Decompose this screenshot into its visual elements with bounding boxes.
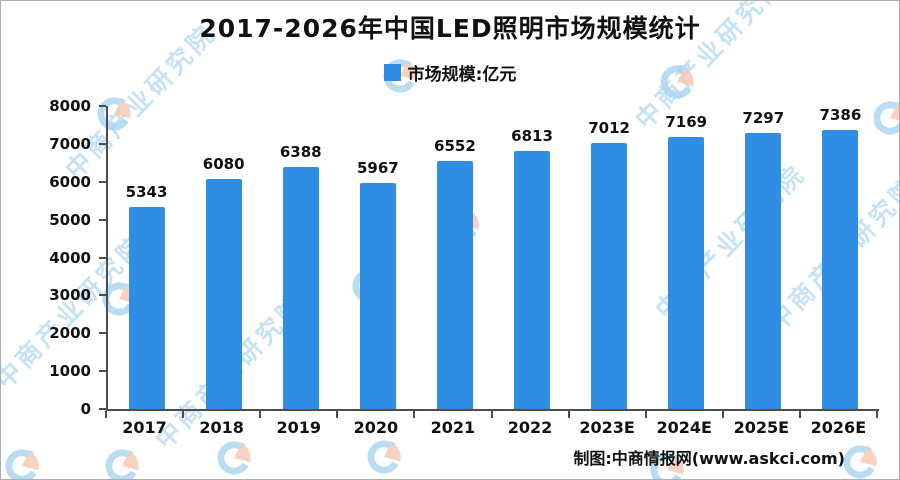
bar bbox=[436, 160, 473, 409]
y-tick-label: 2000 bbox=[49, 324, 91, 343]
y-tick-label: 8000 bbox=[49, 97, 91, 115]
x-axis-labels: 2017 2018 2019 2020 2021 2022 2023E 2024E 2025E 2… bbox=[106, 418, 877, 437]
bar-group: 6388 bbox=[262, 106, 339, 409]
y-tick-mark bbox=[99, 332, 106, 335]
x-tick-label: 2023E bbox=[579, 418, 635, 437]
bar-group: 7297 bbox=[725, 106, 802, 409]
bar bbox=[359, 183, 396, 409]
x-tick-label: 2026E bbox=[810, 418, 867, 437]
chart-title: 2017-2026年中国LED照明市场规模统计 bbox=[199, 14, 701, 43]
plot-area: 5343 6080 6388 5967 6552 6813 7012 7169 7297 7386 bbox=[106, 106, 879, 411]
x-tick-label: 2018 bbox=[199, 418, 244, 437]
bar-value-label: 7012 bbox=[588, 119, 630, 138]
bar-group: 5343 bbox=[108, 106, 185, 409]
bar bbox=[668, 137, 705, 409]
x-tick-label: 2024E bbox=[656, 418, 712, 437]
legend-label: 市场规模:亿元 bbox=[407, 65, 517, 85]
y-axis: 0 1000 2000 3000 4000 5000 6000 7000 8000 bbox=[1, 97, 106, 418]
watermark-logo-icon bbox=[213, 437, 255, 479]
bar-group: 7012 bbox=[571, 106, 648, 409]
bar-group: 6813 bbox=[493, 106, 570, 409]
bar-value-label: 7169 bbox=[665, 113, 708, 132]
y-tick-mark bbox=[99, 370, 106, 373]
x-tick-mark bbox=[876, 411, 878, 418]
x-tick-mark bbox=[336, 411, 339, 418]
x-tick-mark bbox=[413, 411, 416, 418]
x-tick-mark bbox=[259, 411, 262, 418]
y-tick-label: 1000 bbox=[49, 362, 91, 381]
y-tick-mark bbox=[99, 180, 106, 183]
bar-value-label: 6552 bbox=[434, 136, 476, 155]
x-axis-ticks bbox=[105, 411, 878, 419]
y-tick-mark bbox=[99, 256, 106, 259]
y-tick-mark bbox=[99, 294, 106, 297]
bar bbox=[745, 132, 782, 409]
y-tick-label: 6000 bbox=[49, 172, 91, 191]
bar bbox=[282, 167, 319, 409]
x-tick-label: 2019 bbox=[276, 418, 321, 437]
bar-group: 6552 bbox=[416, 106, 493, 409]
bar-group: 7386 bbox=[802, 106, 879, 409]
x-tick-mark bbox=[182, 411, 185, 418]
bar bbox=[205, 178, 242, 409]
y-tick-label: 4000 bbox=[49, 248, 91, 267]
watermark-logo-icon bbox=[839, 441, 881, 479]
bar-series: 5343 6080 6388 5967 6552 6813 7012 7169 7297 7386 bbox=[108, 106, 879, 409]
legend-swatch-icon bbox=[383, 64, 401, 81]
x-tick-mark bbox=[721, 411, 724, 418]
x-tick-label: 2017 bbox=[122, 418, 167, 437]
bar-value-label: 6388 bbox=[279, 143, 322, 162]
bar-value-label: 7297 bbox=[742, 108, 785, 127]
footer-credit: 制图:中商情报网(www.askci.com) bbox=[573, 449, 845, 468]
x-tick-mark bbox=[105, 411, 107, 418]
bar bbox=[514, 150, 551, 409]
bar-value-label: 6080 bbox=[202, 154, 245, 173]
bar-group: 6080 bbox=[185, 106, 262, 409]
x-tick-mark bbox=[567, 411, 570, 418]
bar-value-label: 7386 bbox=[819, 106, 862, 124]
bar bbox=[591, 143, 628, 409]
x-tick-label: 2021 bbox=[430, 418, 476, 437]
legend: 市场规模:亿元 bbox=[1, 60, 899, 85]
x-tick-label: 2025E bbox=[733, 418, 790, 437]
y-tick-mark bbox=[99, 142, 106, 145]
y-tick-label: 5000 bbox=[49, 210, 91, 229]
y-tick-mark bbox=[99, 218, 106, 221]
bar bbox=[128, 206, 165, 409]
x-tick-label: 2020 bbox=[353, 418, 399, 437]
y-tick-mark bbox=[99, 408, 106, 410]
watermark-logo-icon bbox=[1, 445, 43, 479]
y-tick-mark bbox=[99, 105, 106, 107]
bar bbox=[822, 130, 859, 409]
x-tick-label: 2022 bbox=[507, 418, 553, 437]
watermark-logo-icon bbox=[363, 436, 405, 478]
bar-value-label: 5967 bbox=[356, 159, 399, 177]
y-tick-label: 0 bbox=[80, 400, 91, 418]
x-tick-mark bbox=[490, 411, 493, 418]
bar-group: 7169 bbox=[648, 106, 725, 409]
bar-value-label: 5343 bbox=[125, 182, 168, 201]
x-tick-mark bbox=[644, 411, 647, 418]
y-tick-label: 7000 bbox=[49, 134, 91, 153]
y-tick-label: 3000 bbox=[49, 286, 91, 305]
bar-value-label: 6813 bbox=[511, 126, 553, 145]
bar-group: 5967 bbox=[339, 106, 416, 409]
x-tick-mark bbox=[798, 411, 801, 418]
watermark-logo-icon bbox=[101, 445, 143, 479]
